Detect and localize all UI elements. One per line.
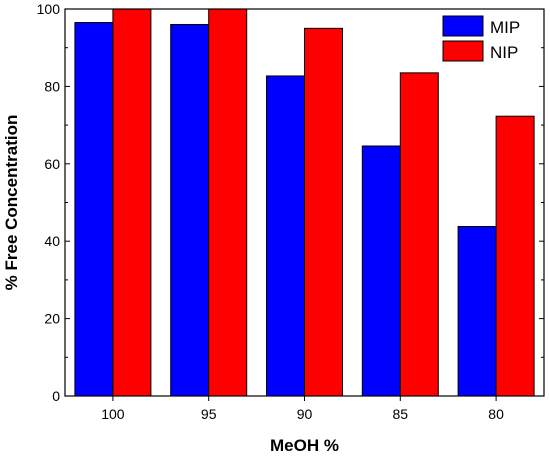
bar-mip-90 [266, 75, 305, 397]
bar-mip-80 [457, 225, 497, 397]
bars-layer [74, 8, 535, 397]
y-tick-label: 40 [44, 233, 60, 249]
y-tick-label: 100 [37, 1, 61, 17]
x-tick-label: 90 [297, 406, 313, 422]
bar-nip-95 [208, 8, 248, 397]
y-tick-label: 80 [44, 78, 60, 94]
bar-nip-85 [399, 72, 439, 397]
y-tick-label: 20 [44, 311, 60, 327]
x-axis-title: MeOH % [270, 436, 339, 455]
y-tick-label: 60 [44, 156, 60, 172]
legend-swatch-mip [442, 15, 484, 37]
bar-nip-90 [304, 27, 343, 397]
bar-mip-85 [361, 145, 401, 397]
legend-swatch-nip [442, 40, 484, 62]
y-tick-label: 0 [52, 388, 60, 404]
legend: MIP NIP [442, 15, 520, 62]
x-tick-label: 80 [488, 406, 504, 422]
legend-label-nip: NIP [490, 43, 518, 62]
bar-nip-100 [112, 8, 152, 397]
x-tick-label: 85 [393, 406, 409, 422]
bar-mip-100 [74, 22, 114, 397]
legend-label-mip: MIP [490, 18, 520, 37]
y-axis-title: % Free Concentration [2, 115, 21, 291]
bar-nip-80 [495, 115, 535, 397]
bar-mip-95 [170, 23, 210, 397]
axes-layer: 0 20 40 60 80 100 100 95 90 85 80 [37, 1, 544, 422]
x-tick-label: 100 [101, 406, 125, 422]
x-tick-label: 95 [201, 406, 217, 422]
